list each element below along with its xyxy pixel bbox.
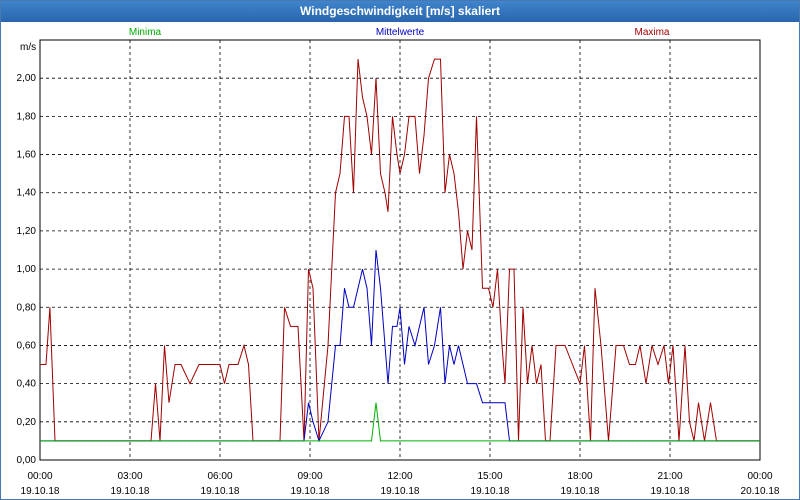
x-tick-date: 19.10.18 [201, 486, 240, 497]
x-tick-date: 19.10.18 [651, 486, 690, 497]
y-tick-label: 1,60 [17, 150, 37, 161]
x-tick-time: 09:00 [297, 471, 322, 482]
y-tick-label: 0,40 [17, 379, 37, 390]
y-tick-label: 0,00 [17, 455, 37, 466]
legend-mittelwerte: Mittelwerte [376, 27, 425, 38]
x-tick-date: 19.10.18 [561, 486, 600, 497]
grid-lines [40, 40, 760, 460]
window-title: Windgeschwindigkeit [m/s] skaliert [1, 1, 799, 22]
y-tick-label: 2,00 [17, 73, 37, 84]
x-tick-time: 18:00 [567, 471, 592, 482]
y-axis-label: m/s [20, 42, 36, 53]
x-tick-date: 20.10.18 [741, 486, 780, 497]
x-tick-time: 21:00 [657, 471, 682, 482]
x-axis-ticks: 00:00 19.10.18 03:00 19.10.18 06:00 19.10.18 0… [21, 471, 780, 497]
series-line-minima [40, 402, 760, 442]
y-tick-label: 0,20 [17, 417, 37, 428]
x-tick-date: 19.10.18 [111, 486, 150, 497]
y-tick-label: 0,80 [17, 302, 37, 313]
x-tick-time: 00:00 [747, 471, 772, 482]
x-tick-time: 03:00 [117, 471, 142, 482]
y-tick-label: 0,60 [17, 340, 37, 351]
legend-maxima: Maxima [634, 27, 669, 38]
x-tick-date: 19.10.18 [21, 486, 60, 497]
x-tick-time: 15:00 [477, 471, 502, 482]
x-tick-time: 06:00 [207, 471, 232, 482]
x-tick-date: 19.10.18 [381, 486, 420, 497]
series-lines [40, 58, 760, 443]
legend-minima: Minima [129, 27, 162, 38]
y-tick-label: 1,00 [17, 264, 37, 275]
y-tick-label: 1,80 [17, 111, 37, 122]
x-tick-time: 00:00 [27, 471, 52, 482]
y-tick-label: 1,40 [17, 188, 37, 199]
x-tick-time: 12:00 [387, 471, 412, 482]
x-tick-date: 19.10.18 [471, 486, 510, 497]
y-tick-label: 1,20 [17, 226, 37, 237]
series-line-maxima [40, 58, 760, 442]
y-axis-ticks: 0,00 0,20 0,40 0,60 0,80 1,00 1,20 1,40 1,60 1,80… [17, 73, 37, 466]
x-tick-date: 19.10.18 [291, 486, 330, 497]
